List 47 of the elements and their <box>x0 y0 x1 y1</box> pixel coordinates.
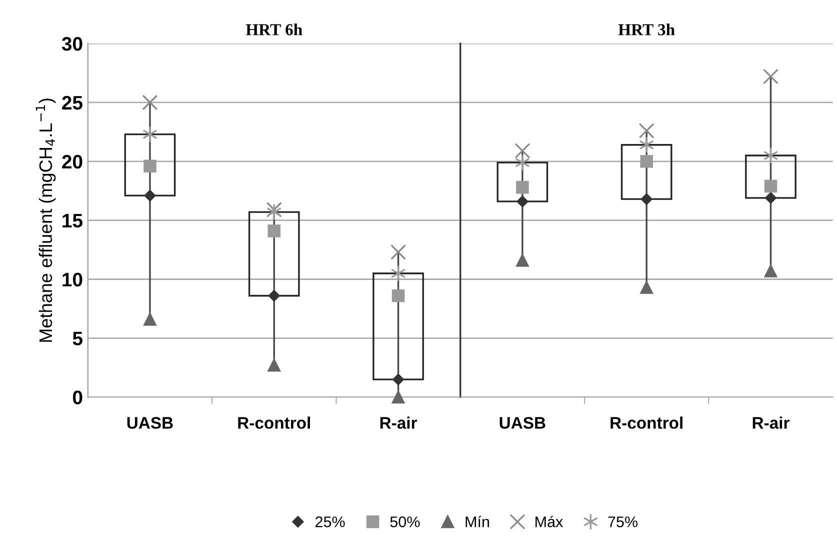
point <box>762 68 779 84</box>
point <box>638 122 654 139</box>
legend-label: Mín <box>466 516 489 528</box>
legend-label: 25% <box>316 516 345 528</box>
y-tick-label: 10 <box>62 272 82 286</box>
y-axis-title: Methane effluent (mgCH$_{4}$.L$^{−1}$) <box>36 98 56 342</box>
point <box>514 143 530 159</box>
point <box>640 193 652 205</box>
y-tick-label: 20 <box>62 154 82 169</box>
chart-title: HRT 3h <box>618 24 675 36</box>
y-tick-label: 0 <box>72 390 82 404</box>
legend-label: 75% <box>608 516 638 528</box>
point <box>392 289 405 302</box>
point <box>764 192 776 204</box>
point <box>390 244 406 260</box>
point <box>144 312 156 326</box>
x-tick-label: R-air <box>752 416 790 429</box>
x-tick-label: UASB <box>127 417 173 429</box>
point <box>516 254 529 267</box>
point <box>514 154 530 172</box>
chart-title: HRT 6h <box>246 24 302 36</box>
y-tick-label: 25 <box>62 96 82 110</box>
x-tick-label: R-air <box>380 416 418 429</box>
point <box>516 196 528 208</box>
point <box>764 264 778 278</box>
point <box>266 202 282 218</box>
y-tick-label: 15 <box>62 214 82 228</box>
point <box>144 190 156 202</box>
point <box>640 281 653 294</box>
point <box>639 136 654 154</box>
x-tick-label: R-control <box>610 416 682 429</box>
point <box>640 154 653 168</box>
point <box>392 374 404 386</box>
point <box>268 290 280 302</box>
x-tick-label: R-control <box>238 416 310 429</box>
point <box>268 224 281 238</box>
legend-label: Máx <box>536 516 563 528</box>
y-tick-label: 5 <box>72 332 82 346</box>
point <box>142 94 158 110</box>
point <box>142 126 158 143</box>
y-tick-label: 30 <box>62 36 82 51</box>
point <box>268 358 281 372</box>
legend-label: 50% <box>390 516 420 528</box>
point <box>144 160 156 172</box>
x-tick-label: UASB <box>500 417 546 429</box>
point <box>392 390 405 404</box>
point <box>764 180 778 193</box>
